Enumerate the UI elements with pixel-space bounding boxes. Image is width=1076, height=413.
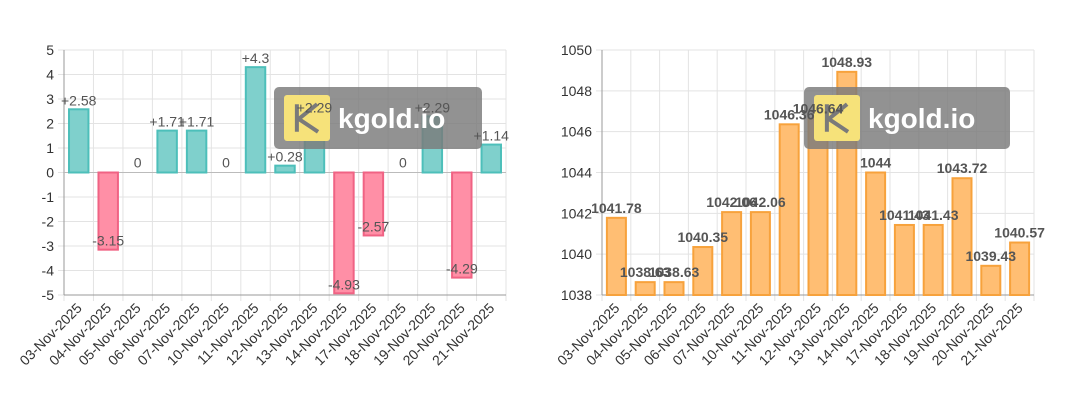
y-tick-label: 1048	[561, 83, 592, 99]
data-label: -4.29	[446, 261, 478, 277]
k-logo-glyph	[294, 102, 320, 134]
y-tick-label: -2	[42, 214, 55, 230]
data-label: -2.57	[357, 218, 389, 234]
y-tick-label: 1046	[561, 124, 592, 140]
y-tick-label: 2	[46, 116, 54, 132]
bar	[865, 171, 887, 296]
data-label: 1038.63	[649, 264, 700, 280]
bar	[922, 223, 944, 297]
y-tick-label: 1040	[561, 246, 592, 262]
bar	[451, 171, 473, 279]
data-label: 1041.43	[879, 207, 930, 223]
data-label: +2.29	[415, 99, 451, 115]
data-label: +2.29	[297, 99, 333, 115]
data-label: 1042.06	[735, 194, 786, 210]
bar	[692, 246, 714, 296]
data-label: 0	[134, 155, 142, 171]
data-label: 1046.36	[764, 106, 815, 122]
data-label: 1044	[860, 155, 891, 171]
y-tick-label: 4	[46, 67, 54, 83]
data-label: 1042.06	[706, 194, 757, 210]
data-label: +4.3	[242, 50, 270, 66]
y-tick-label: 5	[46, 42, 54, 58]
data-label: -3.15	[92, 233, 124, 249]
bar	[778, 123, 800, 296]
data-label: +1.71	[179, 114, 215, 130]
change-bar-chart: 543210-1-2-3-4-503-Nov-202504-Nov-202505…	[16, 42, 509, 368]
bar	[634, 281, 656, 297]
y-tick-label: 1050	[561, 42, 592, 58]
bar	[980, 264, 1002, 297]
bar	[663, 281, 685, 297]
bar	[1009, 241, 1031, 296]
bar	[362, 171, 385, 237]
data-label: 1048.93	[821, 54, 872, 70]
bar	[721, 211, 743, 297]
bar	[97, 171, 119, 251]
data-label: 1046.64	[793, 101, 844, 117]
data-label: 1043.72	[937, 160, 988, 176]
watermark: kgold.io	[274, 87, 482, 149]
k-logo-glyph	[824, 102, 850, 134]
data-label: 1041.43	[908, 207, 959, 223]
data-label: -4.93	[328, 276, 360, 292]
data-label: 1041.78	[591, 200, 642, 216]
data-label: 1038.63	[620, 264, 671, 280]
bar	[893, 223, 915, 297]
y-tick-label: 1042	[561, 205, 592, 221]
y-tick-label: -3	[42, 238, 55, 254]
y-tick-label: 3	[46, 91, 54, 107]
y-tick-label: 0	[46, 165, 54, 181]
bar	[156, 129, 178, 174]
y-tick-label: 1	[46, 140, 54, 156]
bar	[185, 129, 208, 174]
y-tick-label: -4	[42, 263, 55, 279]
bar	[951, 177, 973, 296]
bar	[68, 108, 90, 174]
y-tick-label: 1038	[561, 287, 592, 303]
data-label: +1.14	[474, 128, 510, 144]
data-label: +2.58	[61, 92, 97, 108]
bar	[605, 216, 627, 296]
watermark: kgold.io	[804, 87, 1010, 149]
bar	[749, 211, 771, 297]
data-label: 0	[399, 155, 407, 171]
watermark-text: kgold.io	[338, 103, 445, 134]
y-tick-label: -1	[42, 189, 55, 205]
data-label: 1040.35	[677, 229, 728, 245]
data-label: +0.28	[267, 149, 303, 165]
data-label: 1039.43	[965, 248, 1016, 264]
bar	[480, 143, 502, 174]
watermark-text: kgold.io	[868, 103, 975, 134]
y-tick-label: -5	[42, 287, 55, 303]
bar	[274, 164, 296, 174]
bar	[244, 66, 267, 174]
bar	[333, 171, 355, 295]
data-label: 0	[222, 155, 230, 171]
y-tick-label: 1044	[561, 165, 592, 181]
price-bar-chart: 105010481046104410421040103803-Nov-20250…	[554, 42, 1045, 368]
data-label: 1040.57	[994, 225, 1045, 241]
data-label: +1.71	[149, 114, 185, 130]
